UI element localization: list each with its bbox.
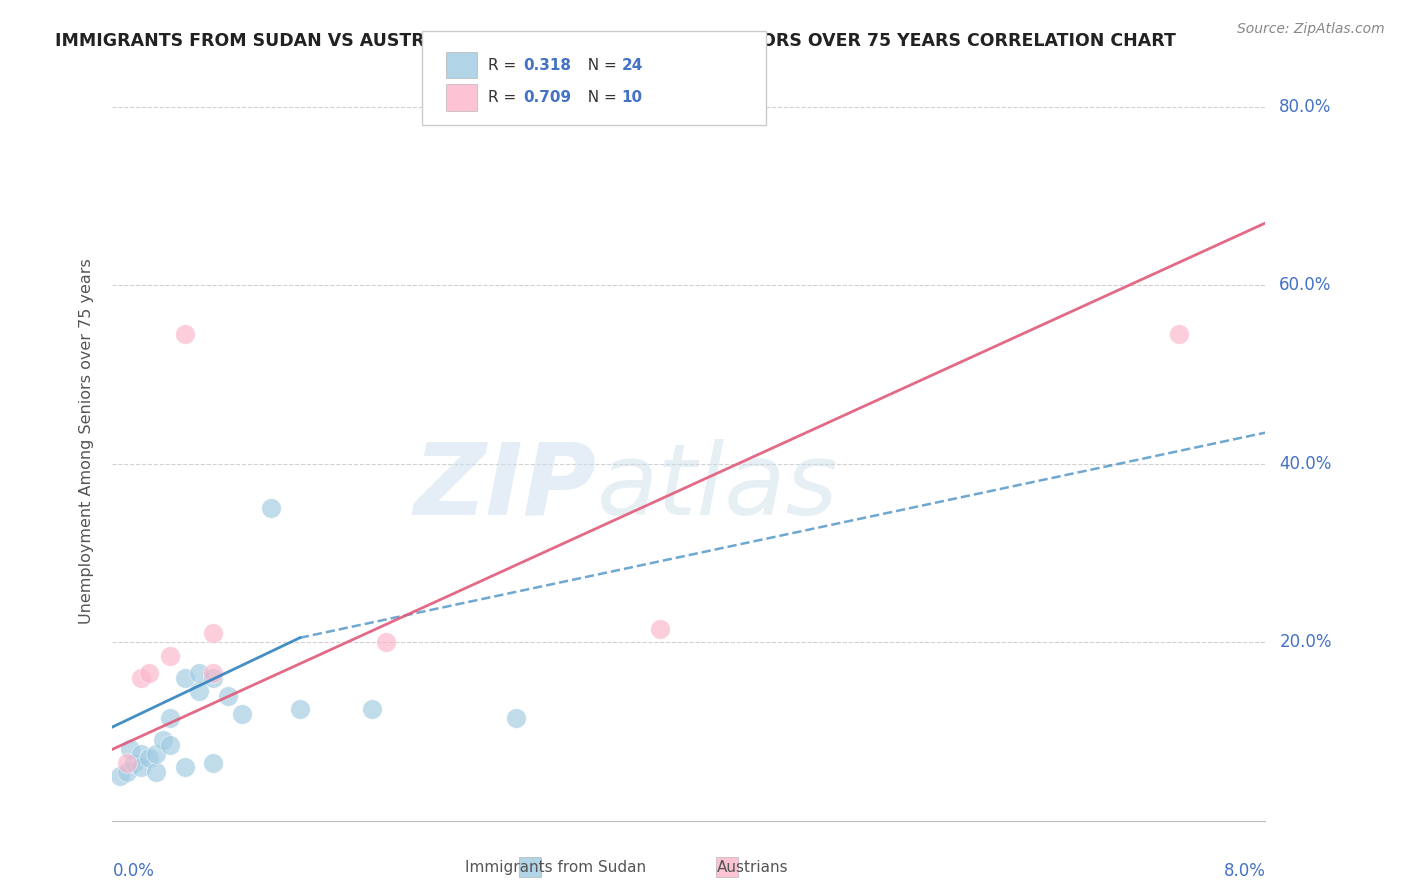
Point <box>138 666 160 681</box>
Text: Source: ZipAtlas.com: Source: ZipAtlas.com <box>1237 22 1385 37</box>
Text: 0.318: 0.318 <box>523 58 571 72</box>
Point <box>115 764 138 779</box>
Point <box>118 742 141 756</box>
Point <box>159 711 181 725</box>
Y-axis label: Unemployment Among Seniors over 75 years: Unemployment Among Seniors over 75 years <box>79 259 94 624</box>
Point <box>202 626 225 640</box>
Text: R =: R = <box>488 90 522 105</box>
Point <box>145 747 167 761</box>
Point <box>159 648 181 663</box>
Point <box>505 711 527 725</box>
Text: 0.0%: 0.0% <box>112 863 155 880</box>
Point <box>260 501 283 516</box>
Point <box>115 756 138 770</box>
Point <box>129 760 153 774</box>
Point <box>173 671 195 685</box>
Text: Immigrants from Sudan: Immigrants from Sudan <box>465 860 645 874</box>
Point <box>159 738 181 752</box>
Point <box>108 769 131 783</box>
Point <box>152 733 174 747</box>
Point <box>173 760 195 774</box>
Point <box>129 671 153 685</box>
Text: N =: N = <box>578 90 621 105</box>
Point <box>375 635 398 649</box>
Point <box>202 666 225 681</box>
Text: 24: 24 <box>621 58 643 72</box>
Point <box>138 751 160 765</box>
Point <box>288 702 311 716</box>
Text: 40.0%: 40.0% <box>1279 455 1331 473</box>
Point <box>129 747 153 761</box>
Text: N =: N = <box>578 58 621 72</box>
Point <box>1167 327 1189 342</box>
Point <box>173 327 195 342</box>
Text: 8.0%: 8.0% <box>1223 863 1265 880</box>
Point <box>188 666 211 681</box>
Point <box>202 756 225 770</box>
Text: R =: R = <box>488 58 522 72</box>
Point <box>217 689 239 703</box>
Point <box>648 622 672 636</box>
Text: 60.0%: 60.0% <box>1279 277 1331 294</box>
Text: 10: 10 <box>621 90 643 105</box>
Text: 0.709: 0.709 <box>523 90 571 105</box>
Text: ZIP: ZIP <box>413 439 596 535</box>
Point <box>231 706 253 721</box>
Text: 80.0%: 80.0% <box>1279 98 1331 116</box>
Point <box>122 756 145 770</box>
Text: 20.0%: 20.0% <box>1279 633 1331 651</box>
Point <box>202 671 225 685</box>
Text: atlas: atlas <box>596 439 838 535</box>
Text: Austrians: Austrians <box>717 860 787 874</box>
Point <box>188 684 211 698</box>
Point <box>360 702 382 716</box>
Text: IMMIGRANTS FROM SUDAN VS AUSTRIAN UNEMPLOYMENT AMONG SENIORS OVER 75 YEARS CORRE: IMMIGRANTS FROM SUDAN VS AUSTRIAN UNEMPL… <box>55 32 1175 50</box>
Point <box>145 764 167 779</box>
